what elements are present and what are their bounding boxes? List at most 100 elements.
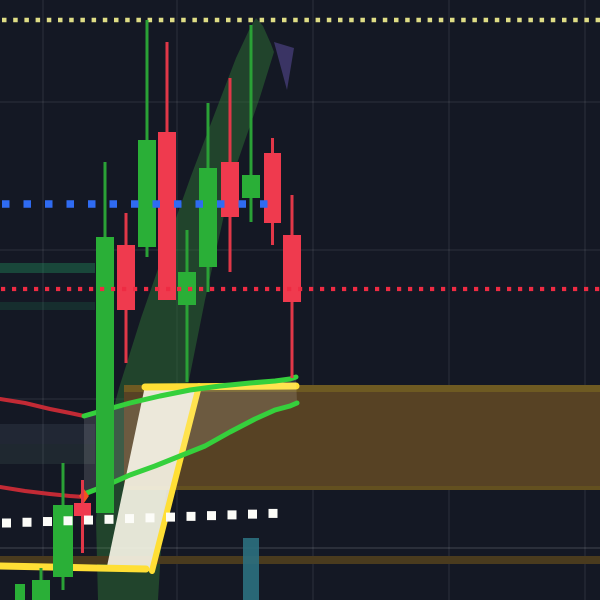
- brown-zone-top-edge: [124, 385, 600, 392]
- left-band: [0, 302, 95, 310]
- dot: [100, 286, 105, 292]
- dot: [331, 286, 336, 292]
- dot: [573, 286, 578, 292]
- candle-body: [178, 272, 196, 305]
- dot: [304, 17, 309, 23]
- dot: [56, 286, 61, 292]
- candle-down: [264, 138, 281, 245]
- dot: [342, 286, 347, 292]
- dot: [382, 17, 388, 23]
- candle-body: [221, 162, 239, 217]
- dot: [2, 518, 11, 528]
- dot: [2, 200, 10, 208]
- dot: [529, 286, 534, 292]
- dot: [1, 286, 6, 292]
- dot: [214, 17, 220, 23]
- dot: [419, 286, 424, 292]
- dot: [528, 17, 533, 23]
- yellow-dotted-level: [2, 17, 600, 23]
- dot: [540, 286, 545, 292]
- dot: [550, 17, 556, 23]
- dot: [562, 17, 567, 23]
- dot: [268, 508, 278, 518]
- dot: [45, 286, 50, 292]
- dot: [573, 17, 578, 23]
- candle-body: [158, 132, 176, 300]
- dot: [254, 286, 259, 292]
- dot: [309, 286, 314, 292]
- dot: [394, 17, 399, 23]
- ma-curve-red-lower: [0, 485, 86, 499]
- dot: [34, 286, 39, 292]
- dot: [315, 17, 321, 23]
- dot: [237, 17, 242, 23]
- dot: [243, 286, 248, 292]
- ma-curve-green-lower: [81, 400, 300, 497]
- left-band: [0, 263, 95, 273]
- dot: [43, 517, 52, 527]
- dot: [507, 286, 512, 292]
- dot: [63, 516, 73, 526]
- dot: [147, 17, 153, 23]
- candle-body: [15, 584, 25, 600]
- dot: [166, 286, 171, 292]
- dot: [207, 511, 216, 521]
- dot: [584, 286, 589, 292]
- dot: [24, 17, 29, 23]
- dot: [133, 286, 138, 292]
- candle-body: [53, 505, 73, 577]
- dot: [12, 286, 17, 292]
- candle-up: [178, 230, 196, 382]
- dot: [13, 17, 18, 23]
- dot: [416, 17, 421, 23]
- dot: [386, 286, 391, 292]
- parallelogram-right-border: [149, 383, 202, 574]
- dot: [397, 286, 402, 292]
- dot: [298, 286, 303, 292]
- dot: [320, 286, 325, 292]
- left-band: [0, 444, 95, 464]
- dot: [259, 17, 265, 23]
- candle-body: [283, 235, 301, 302]
- dot: [125, 17, 130, 23]
- dot: [450, 17, 455, 23]
- dot: [326, 17, 332, 23]
- white-dotted-level: [2, 508, 278, 528]
- dot: [136, 17, 141, 23]
- candle-up: [242, 25, 260, 222]
- dot: [91, 17, 97, 23]
- dot: [46, 17, 52, 23]
- dot: [238, 200, 246, 208]
- brown-zone: [124, 387, 600, 490]
- dot: [181, 17, 186, 23]
- dot: [474, 286, 479, 292]
- dot: [517, 17, 522, 23]
- dot: [282, 17, 287, 23]
- dot: [518, 286, 523, 292]
- dot: [405, 17, 410, 23]
- dot: [562, 286, 567, 292]
- dot: [88, 200, 96, 208]
- dot: [155, 286, 160, 292]
- candle-up: [199, 103, 217, 292]
- candle-body: [32, 580, 50, 600]
- ma-ribbon-fill: [84, 377, 297, 494]
- candle-down: [74, 480, 91, 553]
- dot: [472, 17, 477, 23]
- dot: [427, 17, 433, 23]
- dot: [69, 17, 74, 23]
- dot: [438, 17, 444, 23]
- dot: [452, 286, 457, 292]
- highlight-parallelogram: [106, 386, 199, 571]
- brown-strip: [0, 556, 600, 564]
- brown-zone-bottom-edge: [124, 486, 600, 490]
- candle-body: [96, 237, 114, 513]
- dot: [483, 17, 489, 23]
- dot: [584, 17, 589, 23]
- dot: [66, 200, 74, 208]
- dot: [109, 200, 117, 208]
- dot: [260, 200, 268, 208]
- dot: [595, 286, 600, 292]
